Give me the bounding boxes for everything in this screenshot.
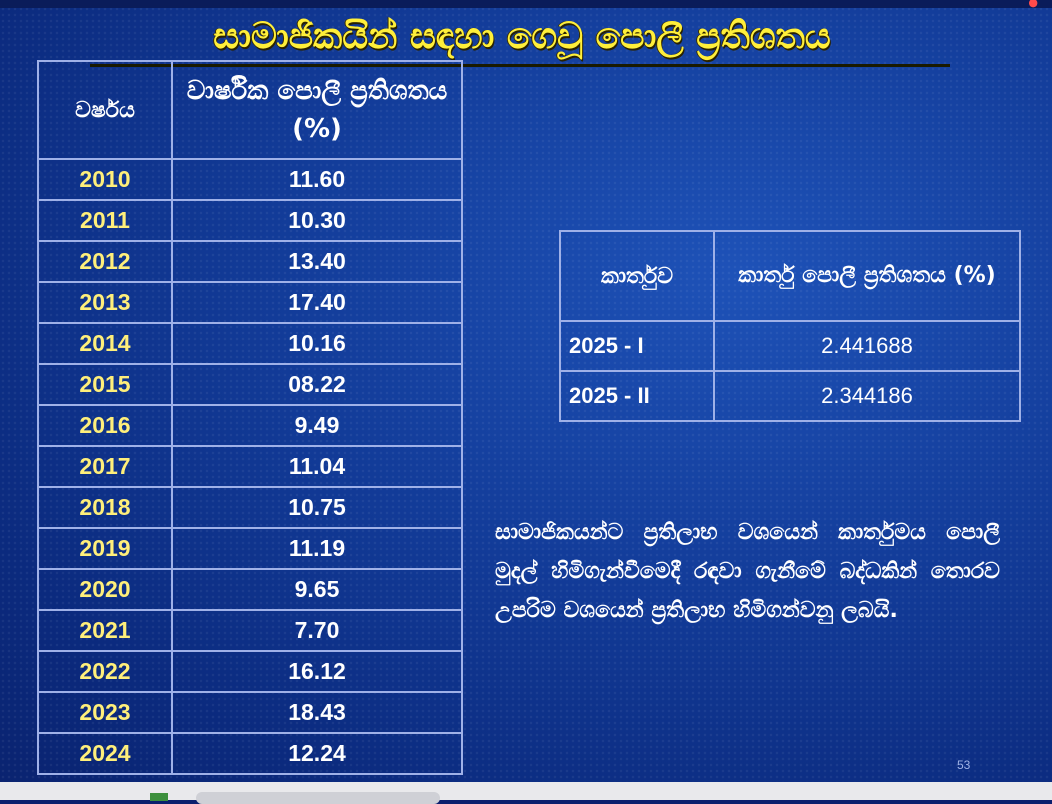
year-column-header: වර්ෂය (37, 60, 173, 160)
annual-rate-column-header: වාර්ෂික පොලී ප්‍රතිශතය (%) (171, 60, 463, 160)
table-row: 2020 9.65 (37, 568, 463, 611)
rate-cell: 7.70 (171, 609, 463, 652)
year-cell: 2011 (37, 199, 173, 242)
year-cell: 2014 (37, 322, 173, 365)
rate-cell: 11.19 (171, 527, 463, 570)
rate-cell: 12.24 (171, 732, 463, 775)
rate-cell: 08.22 (171, 363, 463, 406)
quarter-cell: 2025 - II (559, 370, 715, 422)
table-row: 2011 10.30 (37, 199, 463, 242)
year-cell: 2016 (37, 404, 173, 447)
year-cell: 2020 (37, 568, 173, 611)
rate-cell: 9.49 (171, 404, 463, 447)
screen-top-bar: ● (0, 0, 1052, 9)
year-cell: 2023 (37, 691, 173, 734)
quarter-rate-cell: 2.344186 (713, 370, 1021, 422)
table-row: 2022 16.12 (37, 650, 463, 693)
page-number: 53 (957, 758, 971, 772)
year-cell: 2015 (37, 363, 173, 406)
rate-cell: 10.30 (171, 199, 463, 242)
table-row: 2019 11.19 (37, 527, 463, 570)
table-header-row: කාර්තුව කාර්තු පොලී ප්‍රතිශතය (%) (559, 230, 1021, 322)
rate-cell: 9.65 (171, 568, 463, 611)
rate-cell: 11.04 (171, 445, 463, 488)
table-row: 2017 11.04 (37, 445, 463, 488)
table-row: 2021 7.70 (37, 609, 463, 652)
annual-interest-table: වර්ෂය වාර්ෂික පොලී ප්‍රතිශතය (%) 2010 11.… (37, 60, 463, 775)
rate-cell: 18.43 (171, 691, 463, 734)
year-cell: 2021 (37, 609, 173, 652)
rate-cell: 10.16 (171, 322, 463, 365)
table-row: 2010 11.60 (37, 158, 463, 201)
table-row: 2015 08.22 (37, 363, 463, 406)
year-cell: 2013 (37, 281, 173, 324)
table-row: 2025 - I 2.441688 (559, 320, 1021, 372)
rate-cell: 17.40 (171, 281, 463, 324)
start-icon[interactable] (150, 793, 168, 801)
year-cell: 2017 (37, 445, 173, 488)
table-row: 2025 - II 2.344186 (559, 370, 1021, 422)
quarter-column-header: කාර්තුව (559, 230, 715, 322)
slide-title: සාමාජිකයින් සඳහා ගෙවූ පොලී ප්‍රතිශතය (213, 16, 831, 57)
taskbar-search-bar[interactable] (196, 792, 440, 804)
benefit-note: සාමාජිකයන්ට ප්‍රතිලාභ වශයෙන් කාර්තුමය පො… (495, 520, 1000, 623)
year-cell: 2012 (37, 240, 173, 283)
year-cell: 2024 (37, 732, 173, 775)
presentation-slide: ● සාමාජිකයින් සඳහා ගෙවූ පොලී ප්‍රතිශතය ව… (0, 0, 1052, 782)
year-cell: 2010 (37, 158, 173, 201)
quarter-cell: 2025 - I (559, 320, 715, 372)
table-row: 2016 9.49 (37, 404, 463, 447)
title-underline (90, 64, 950, 67)
rate-cell: 10.75 (171, 486, 463, 529)
os-taskbar (0, 782, 1052, 804)
year-cell: 2018 (37, 486, 173, 529)
quarterly-interest-table: කාර්තුව කාර්තු පොලී ප්‍රතිශතය (%) 2025 -… (559, 230, 1021, 422)
table-row: 2018 10.75 (37, 486, 463, 529)
table-row: 2013 17.40 (37, 281, 463, 324)
quarter-rate-cell: 2.441688 (713, 320, 1021, 372)
table-header-row: වර්ෂය වාර්ෂික පොලී ප්‍රතිශතය (%) (37, 60, 463, 160)
table-row: 2012 13.40 (37, 240, 463, 283)
rate-cell: 13.40 (171, 240, 463, 283)
rate-cell: 11.60 (171, 158, 463, 201)
year-cell: 2019 (37, 527, 173, 570)
year-cell: 2022 (37, 650, 173, 693)
rate-cell: 16.12 (171, 650, 463, 693)
table-row: 2014 10.16 (37, 322, 463, 365)
quarterly-rate-column-header: කාර්තු පොලී ප්‍රතිශතය (%) (713, 230, 1021, 322)
recording-indicator: ● (1028, 0, 1038, 9)
table-row: 2023 18.43 (37, 691, 463, 734)
table-row: 2024 12.24 (37, 732, 463, 775)
